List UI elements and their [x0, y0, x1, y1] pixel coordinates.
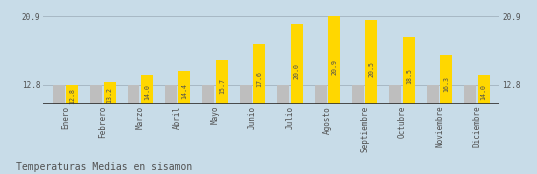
Bar	[328, 16, 340, 104]
Bar	[352, 85, 364, 104]
Text: 14.4: 14.4	[182, 82, 187, 98]
Bar	[178, 71, 191, 104]
Bar	[253, 44, 265, 104]
Text: 18.5: 18.5	[406, 68, 412, 84]
Bar	[366, 20, 378, 104]
Text: 14.0: 14.0	[481, 84, 487, 100]
Bar	[291, 24, 303, 104]
Bar	[465, 85, 476, 104]
Bar	[440, 55, 452, 104]
Bar	[127, 85, 140, 104]
Bar	[53, 85, 64, 104]
Bar	[403, 37, 415, 104]
Bar	[90, 85, 102, 104]
Bar	[478, 75, 490, 104]
Bar	[389, 85, 401, 104]
Bar	[240, 85, 252, 104]
Text: 20.0: 20.0	[294, 63, 300, 79]
Bar	[165, 85, 177, 104]
Text: 20.9: 20.9	[331, 59, 337, 75]
Text: Temperaturas Medias en sisamon: Temperaturas Medias en sisamon	[16, 162, 192, 172]
Bar	[202, 85, 214, 104]
Bar	[141, 75, 153, 104]
Text: 17.6: 17.6	[256, 71, 262, 87]
Bar	[315, 85, 326, 104]
Bar	[427, 85, 439, 104]
Bar	[104, 81, 115, 104]
Bar	[277, 85, 289, 104]
Text: 20.5: 20.5	[368, 61, 374, 77]
Text: 14.0: 14.0	[144, 84, 150, 100]
Text: 16.3: 16.3	[443, 76, 449, 92]
Bar	[216, 60, 228, 104]
Text: 13.2: 13.2	[106, 87, 113, 103]
Bar	[66, 85, 78, 104]
Text: 15.7: 15.7	[219, 78, 225, 94]
Text: 12.8: 12.8	[69, 88, 75, 104]
